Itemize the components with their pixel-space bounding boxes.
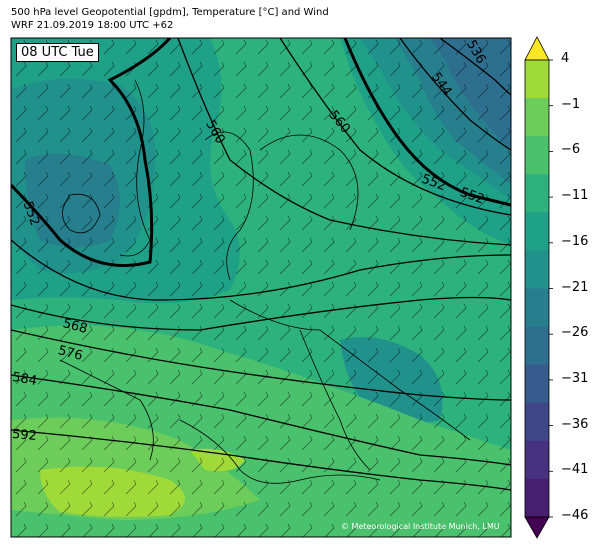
colorbar-band bbox=[525, 402, 549, 442]
colorbar-tick-label: −36 bbox=[561, 416, 589, 432]
colorbar-band bbox=[525, 440, 549, 480]
copyright-text: © Meteorological Institute Munich, LMU bbox=[341, 522, 500, 531]
colorbar-band bbox=[525, 364, 549, 404]
title-line-1: 500 hPa level Geopotential [gpdm], Tempe… bbox=[11, 7, 329, 18]
colorbar-extend-max bbox=[524, 36, 550, 61]
colorbar-tick-label: −16 bbox=[561, 233, 589, 249]
colorbar-tick-label: −11 bbox=[561, 188, 589, 204]
colorbar-band bbox=[525, 478, 549, 518]
colorbar-band bbox=[525, 136, 549, 175]
colorbar-tick-label: −1 bbox=[561, 96, 581, 112]
colorbar-tick-label: −6 bbox=[561, 142, 581, 158]
title-line-2: WRF 21.09.2019 18:00 UTC +62 bbox=[11, 20, 174, 31]
colorbar-tick-label: −21 bbox=[561, 279, 589, 295]
colorbar-band bbox=[525, 250, 549, 289]
colorbar-tick-label: 4 bbox=[561, 51, 570, 66]
colorbar bbox=[524, 36, 553, 539]
geopotential-contours bbox=[11, 38, 511, 491]
colorbar-band bbox=[525, 212, 549, 251]
colorbar-tick-label: −26 bbox=[561, 325, 589, 341]
temperature-field bbox=[11, 38, 511, 537]
contour-label-568: 568 bbox=[61, 316, 89, 337]
colorbar-tick-label: −41 bbox=[561, 462, 589, 478]
colorbar-band bbox=[525, 174, 549, 213]
colorbar-band bbox=[525, 60, 549, 99]
colorbar-tick-label: −31 bbox=[561, 370, 589, 386]
colorbar-band bbox=[525, 326, 549, 366]
time-label: 08 UTC Tue bbox=[16, 43, 99, 62]
colorbar-tick-label: −46 bbox=[561, 508, 589, 523]
map-frame bbox=[10, 37, 512, 538]
colorbar-extend-min bbox=[524, 516, 550, 539]
colorbar-band bbox=[525, 98, 549, 137]
contour-label-576: 576 bbox=[56, 343, 84, 364]
contour-label-584: 584 bbox=[11, 370, 38, 389]
contour-label-592: 592 bbox=[11, 427, 37, 444]
colorbar-band bbox=[525, 288, 549, 328]
